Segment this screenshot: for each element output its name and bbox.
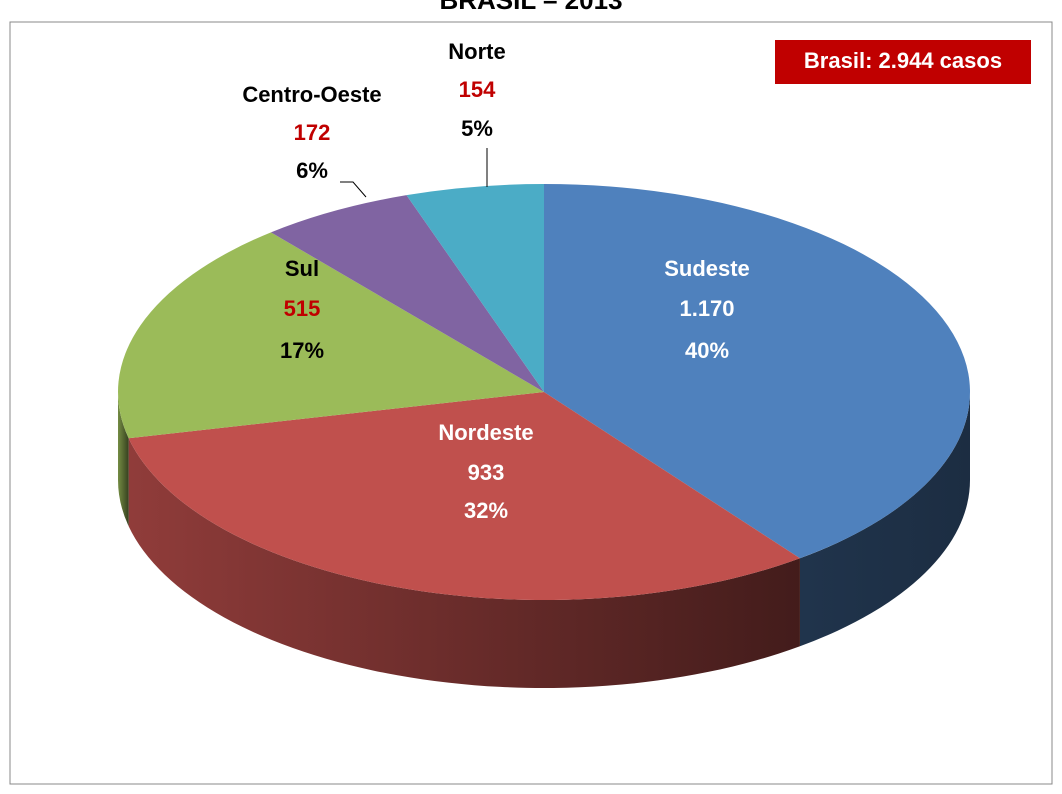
slice [544,184,971,559]
slice-side [128,438,800,689]
slice-name: Centro-Oeste [242,82,381,107]
slice [270,195,544,392]
slice-value: 933 [468,460,505,485]
annotation: Brasil: 2.944 casos [804,48,1002,73]
slice-value: 515 [284,296,321,321]
slice-value: 172 [294,120,331,145]
slice-percent: 5% [461,116,493,141]
slice [128,392,800,600]
slice-side [118,392,129,527]
slice-percent: 40% [685,338,729,363]
slice-name: Nordeste [438,420,533,445]
slice-name: Sudeste [664,256,750,281]
slice-name: Norte [448,39,505,64]
slice [118,232,544,439]
slice-value: 154 [459,77,496,102]
leader-line [340,181,367,198]
annotation-box [775,40,1031,84]
slice-percent: 6% [296,158,328,183]
slice-name: Sul [285,256,319,281]
slice-value: 1.170 [679,296,734,321]
slice-percent: 32% [464,498,508,523]
slice-percent: 17% [280,338,324,363]
slice [406,184,544,392]
chart-title: BRASIL – 2013 [439,0,622,15]
slice-side [799,392,971,647]
